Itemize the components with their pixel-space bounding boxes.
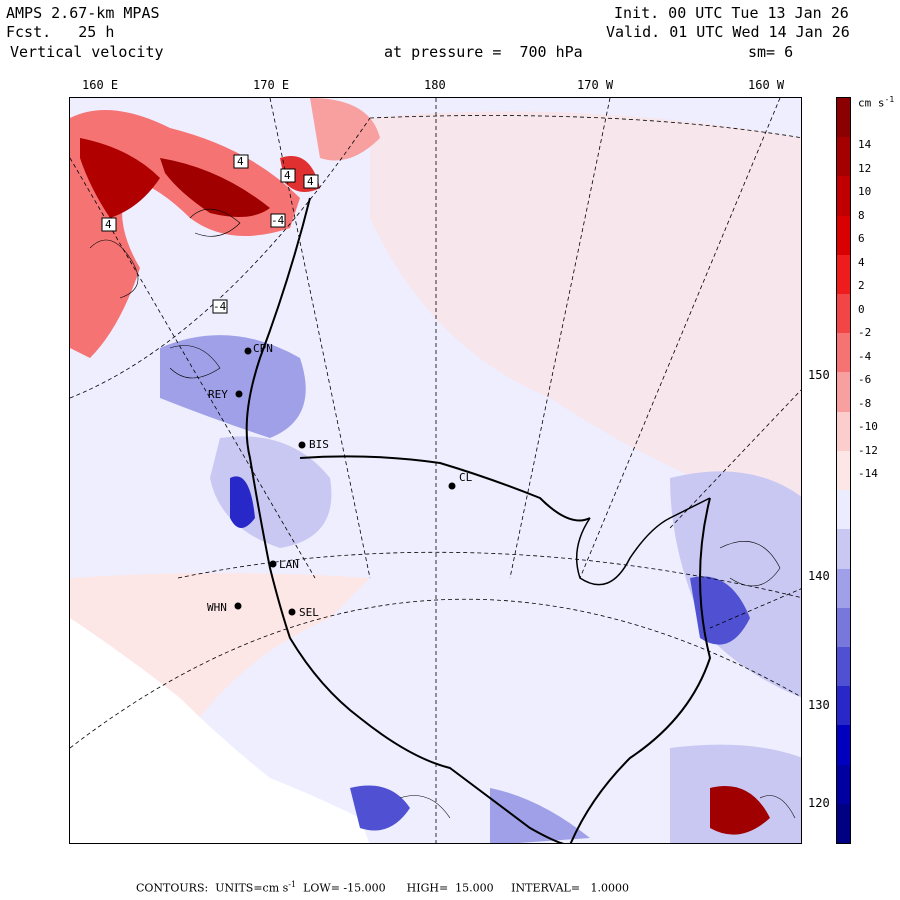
- colorbar-tick-label: -8: [858, 396, 872, 410]
- positive-region: [370, 111, 801, 518]
- station-label-lan: LAN: [279, 558, 299, 571]
- lon-label: 160 W: [748, 78, 785, 92]
- colorbar-units: cm s-1: [858, 95, 895, 110]
- lon-label: 160 E: [82, 78, 119, 92]
- strong-updraft-core: [80, 138, 160, 218]
- downdraft-region: [490, 788, 590, 843]
- contour-marker-boxes: [101, 154, 319, 314]
- station-label-whn: WHN: [207, 601, 227, 614]
- colorbar-segment: [837, 686, 850, 726]
- contour-marker: 4: [105, 218, 112, 231]
- colorbar-tick-label: 6: [858, 232, 865, 245]
- strong-updraft-core: [710, 786, 770, 835]
- colorbar-segment: [837, 411, 850, 452]
- station-label-sel: SEL: [299, 606, 319, 619]
- colorbar-segment: [837, 137, 850, 177]
- station-label-bis: BIS: [309, 438, 329, 451]
- strong-updraft-core: [160, 158, 270, 217]
- colorbar-segment: [837, 803, 850, 844]
- colorbar-tick-label: -10: [858, 420, 878, 433]
- pressure-level: at pressure = 700 hPa: [384, 43, 583, 61]
- colorbar-segment: [837, 294, 850, 334]
- contour-marker: -4: [213, 300, 227, 313]
- colorbar-segment: [837, 725, 850, 766]
- strong-downdraft: [690, 576, 750, 645]
- colorbar-segment: [837, 450, 850, 491]
- field-name: Vertical velocity: [10, 43, 164, 61]
- smoothing: sm= 6: [748, 43, 794, 61]
- lon-label: 170 W: [577, 78, 614, 92]
- init-time: Init. 00 UTC Tue 13 Jan 26: [614, 4, 849, 22]
- colorbar: [836, 97, 851, 844]
- lon-label: 180: [424, 78, 446, 92]
- contour-lines: [89, 208, 796, 819]
- station-markers: [234, 347, 456, 616]
- contour-marker: 4: [237, 155, 244, 168]
- colorbar-segment: [837, 98, 850, 138]
- colorbar-segment: [837, 764, 850, 805]
- station-label-cpn: CPN: [253, 342, 273, 355]
- colorbar-tick-label: 4: [858, 255, 865, 269]
- colorbar-tick-label: 0: [858, 302, 865, 316]
- colorbar-tick-label: -14: [858, 467, 878, 480]
- colorbar-segment: [837, 568, 850, 609]
- positive-region: [310, 98, 380, 161]
- downdraft-region: [670, 471, 801, 698]
- colorbar-tick-label: 14: [858, 138, 872, 151]
- colorbar-tick-label: 12: [858, 161, 872, 175]
- colorbar-tick-label: 2: [858, 279, 865, 292]
- colorbar-tick-label: -6: [858, 373, 872, 386]
- colorbar-segment: [837, 333, 850, 373]
- graticule: [70, 98, 801, 843]
- colorbar-tick-label: -4: [858, 349, 872, 363]
- valid-time: Valid. 01 UTC Wed 14 Jan 26: [606, 23, 850, 41]
- contour-marker: 4: [284, 169, 291, 182]
- lon-label: 170 E: [253, 78, 290, 92]
- coastline: [575, 497, 711, 586]
- strong-downdraft: [350, 785, 410, 831]
- ice-shelf-white: [70, 618, 370, 843]
- colorbar-segment: [837, 607, 850, 648]
- colorbar-tick-label: 10: [858, 185, 872, 198]
- station-label-cl: CL: [459, 471, 473, 484]
- colorbar-tick-label: -12: [858, 443, 878, 457]
- map-panel: CPN REY BIS CL LAN WHN SEL 4 4 4 4 -4 -4: [69, 97, 802, 844]
- coastline: [245, 197, 565, 843]
- colorbar-tick-label: -2: [858, 326, 872, 339]
- model-title: AMPS 2.67-km MPAS: [6, 4, 160, 22]
- coastline: [569, 497, 712, 843]
- colorbar-segment: [837, 529, 850, 570]
- colorbar-segment: [837, 254, 850, 295]
- contour-marker: -4: [271, 214, 285, 227]
- forecast-hour: Fcst. 25 h: [6, 23, 115, 41]
- station-label-rey: REY: [208, 388, 228, 401]
- colorbar-segment: [837, 646, 850, 687]
- colorbar-segment: [837, 176, 850, 217]
- contour-info: CONTOURS: UNITS=cm s-1 LOW= -15.000 HIGH…: [136, 880, 630, 895]
- contour-marker: 4: [307, 175, 314, 188]
- strong-downdraft: [230, 476, 255, 528]
- vertical-velocity-map: [70, 98, 801, 843]
- colorbar-tick-label: 8: [858, 208, 865, 222]
- colorbar-segment: [837, 372, 850, 413]
- ice-shelf-edge: [299, 455, 591, 522]
- colorbar-segment: [837, 490, 850, 530]
- colorbar-segment: [837, 215, 850, 256]
- downdraft-region: [160, 335, 306, 438]
